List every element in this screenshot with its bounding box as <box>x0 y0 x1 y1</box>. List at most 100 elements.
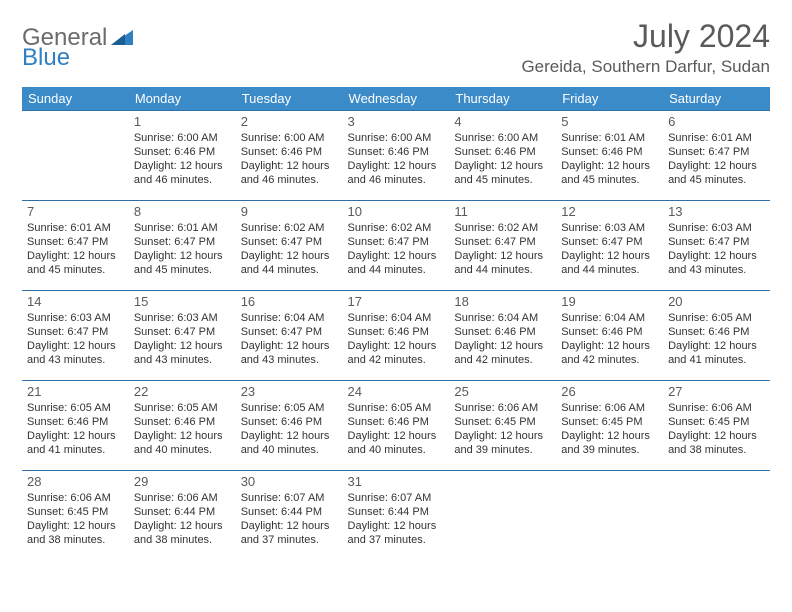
sunset-text: Sunset: 6:47 PM <box>454 236 551 250</box>
sunset-text: Sunset: 6:47 PM <box>134 326 231 340</box>
daylight-text: Daylight: 12 hours and 38 minutes. <box>668 430 765 458</box>
sunrise-text: Sunrise: 6:02 AM <box>241 222 338 236</box>
day-number: 22 <box>134 384 231 400</box>
sunrise-text: Sunrise: 6:05 AM <box>348 402 445 416</box>
calendar-cell: 4Sunrise: 6:00 AMSunset: 6:46 PMDaylight… <box>449 111 556 201</box>
sunrise-text: Sunrise: 6:01 AM <box>27 222 124 236</box>
title-block: July 2024 Gereida, Southern Darfur, Suda… <box>521 18 770 77</box>
calendar-cell: 27 Sunrise: 6:06 AMSunset: 6:45 PMDayligh… <box>663 381 770 471</box>
calendar-cell <box>22 111 129 201</box>
daylight-text: Daylight: 12 hours and 39 minutes. <box>561 430 658 458</box>
day-number: 15 <box>134 294 231 310</box>
calendar-cell <box>663 471 770 561</box>
daylight-text: Daylight: 12 hours and 38 minutes. <box>27 520 124 548</box>
sunset-text: Sunset: 6:44 PM <box>134 506 231 520</box>
weekday-tuesday: Tuesday <box>236 87 343 111</box>
calendar-cell: 31Sunrise: 6:07 AMSunset: 6:44 PMDayligh… <box>343 471 450 561</box>
calendar-cell: 25 Sunrise: 6:06 AMSunset: 6:45 PMDayligh… <box>449 381 556 471</box>
calendar-week-row: 21Sunrise: 6:05 AMSunset: 6:46 PMDayligh… <box>22 381 770 471</box>
sunrise-text: Sunrise: 6:04 AM <box>454 312 551 326</box>
day-number: 21 <box>27 384 124 400</box>
daylight-text: Daylight: 12 hours and 38 minutes. <box>134 520 231 548</box>
sunset-text: Sunset: 6:45 PM <box>454 416 551 430</box>
sunset-text: Sunset: 6:47 PM <box>561 236 658 250</box>
calendar-cell: 28Sunrise: 6:06 AMSunset: 6:45 PMDayligh… <box>22 471 129 561</box>
sunset-text: Sunset: 6:46 PM <box>134 416 231 430</box>
calendar-week-row: 7Sunrise: 6:01 AMSunset: 6:47 PMDaylight… <box>22 201 770 291</box>
daylight-text: Daylight: 12 hours and 44 minutes. <box>454 250 551 278</box>
day-number: 30 <box>241 474 338 490</box>
calendar-cell: 11Sunrise: 6:02 AMSunset: 6:47 PMDayligh… <box>449 201 556 291</box>
calendar-cell: 5Sunrise: 6:01 AMSunset: 6:46 PMDaylight… <box>556 111 663 201</box>
sunrise-text: Sunrise: 6:02 AM <box>454 222 551 236</box>
daylight-text: Daylight: 12 hours and 40 minutes. <box>134 430 231 458</box>
day-number: 25 <box>454 384 551 400</box>
daylight-text: Daylight: 12 hours and 37 minutes. <box>348 520 445 548</box>
sunset-text: Sunset: 6:47 PM <box>241 326 338 340</box>
weekday-thursday: Thursday <box>449 87 556 111</box>
sunset-text: Sunset: 6:44 PM <box>348 506 445 520</box>
daylight-text: Daylight: 12 hours and 39 minutes. <box>454 430 551 458</box>
daylight-text: Daylight: 12 hours and 41 minutes. <box>668 340 765 368</box>
brand-part2-wrap: Blue <box>22 44 70 72</box>
sunrise-text: Sunrise: 6:03 AM <box>561 222 658 236</box>
calendar-cell: 18 Sunrise: 6:04 AMSunset: 6:46 PMDayligh… <box>449 291 556 381</box>
sunrise-text: Sunrise: 6:06 AM <box>668 402 765 416</box>
daylight-text: Daylight: 12 hours and 46 minutes. <box>348 160 445 188</box>
daylight-text: Daylight: 12 hours and 43 minutes. <box>241 340 338 368</box>
day-number: 23 <box>241 384 338 400</box>
calendar-table: Sunday Monday Tuesday Wednesday Thursday… <box>22 87 770 561</box>
weekday-wednesday: Wednesday <box>343 87 450 111</box>
calendar-cell: 17Sunrise: 6:04 AMSunset: 6:46 PMDayligh… <box>343 291 450 381</box>
day-number: 24 <box>348 384 445 400</box>
daylight-text: Daylight: 12 hours and 42 minutes. <box>454 340 551 368</box>
sunset-text: Sunset: 6:46 PM <box>561 146 658 160</box>
sunrise-text: Sunrise: 6:05 AM <box>134 402 231 416</box>
calendar-cell: 12Sunrise: 6:03 AMSunset: 6:47 PMDayligh… <box>556 201 663 291</box>
sunrise-text: Sunrise: 6:00 AM <box>454 132 551 146</box>
daylight-text: Daylight: 12 hours and 44 minutes. <box>241 250 338 278</box>
sunset-text: Sunset: 6:44 PM <box>241 506 338 520</box>
sunrise-text: Sunrise: 6:04 AM <box>348 312 445 326</box>
day-number: 27 <box>668 384 765 400</box>
day-number: 20 <box>668 294 765 310</box>
sunset-text: Sunset: 6:45 PM <box>668 416 765 430</box>
calendar-cell: 21Sunrise: 6:05 AMSunset: 6:46 PMDayligh… <box>22 381 129 471</box>
sunset-text: Sunset: 6:45 PM <box>27 506 124 520</box>
sunrise-text: Sunrise: 6:01 AM <box>561 132 658 146</box>
sunset-text: Sunset: 6:46 PM <box>241 146 338 160</box>
sunset-text: Sunset: 6:47 PM <box>27 326 124 340</box>
calendar-cell: 29Sunrise: 6:06 AMSunset: 6:44 PMDayligh… <box>129 471 236 561</box>
sunrise-text: Sunrise: 6:06 AM <box>454 402 551 416</box>
calendar-cell: 14Sunrise: 6:03 AMSunset: 6:47 PMDayligh… <box>22 291 129 381</box>
weekday-sunday: Sunday <box>22 87 129 111</box>
calendar-page: General July 2024 Gereida, Southern Darf… <box>0 0 792 579</box>
daylight-text: Daylight: 12 hours and 46 minutes. <box>241 160 338 188</box>
daylight-text: Daylight: 12 hours and 37 minutes. <box>241 520 338 548</box>
daylight-text: Daylight: 12 hours and 43 minutes. <box>134 340 231 368</box>
calendar-cell: 2Sunrise: 6:00 AMSunset: 6:46 PMDaylight… <box>236 111 343 201</box>
day-number: 19 <box>561 294 658 310</box>
sunrise-text: Sunrise: 6:03 AM <box>27 312 124 326</box>
daylight-text: Daylight: 12 hours and 45 minutes. <box>134 250 231 278</box>
daylight-text: Daylight: 12 hours and 43 minutes. <box>27 340 124 368</box>
calendar-cell: 10Sunrise: 6:02 AMSunset: 6:47 PMDayligh… <box>343 201 450 291</box>
calendar-cell: 8Sunrise: 6:01 AMSunset: 6:47 PMDaylight… <box>129 201 236 291</box>
day-number: 31 <box>348 474 445 490</box>
calendar-week-row: 14Sunrise: 6:03 AMSunset: 6:47 PMDayligh… <box>22 291 770 381</box>
daylight-text: Daylight: 12 hours and 42 minutes. <box>561 340 658 368</box>
sunrise-text: Sunrise: 6:05 AM <box>27 402 124 416</box>
weekday-friday: Friday <box>556 87 663 111</box>
day-number: 9 <box>241 204 338 220</box>
calendar-cell: 16Sunrise: 6:04 AMSunset: 6:47 PMDayligh… <box>236 291 343 381</box>
calendar-body: 1Sunrise: 6:00 AMSunset: 6:46 PMDaylight… <box>22 111 770 561</box>
day-number: 1 <box>134 114 231 130</box>
sunset-text: Sunset: 6:46 PM <box>348 326 445 340</box>
sunset-text: Sunset: 6:46 PM <box>454 326 551 340</box>
calendar-cell: 3Sunrise: 6:00 AMSunset: 6:46 PMDaylight… <box>343 111 450 201</box>
calendar-cell: 9Sunrise: 6:02 AMSunset: 6:47 PMDaylight… <box>236 201 343 291</box>
sunset-text: Sunset: 6:47 PM <box>134 236 231 250</box>
daylight-text: Daylight: 12 hours and 46 minutes. <box>134 160 231 188</box>
calendar-cell: 15Sunrise: 6:03 AMSunset: 6:47 PMDayligh… <box>129 291 236 381</box>
day-number: 18 <box>454 294 551 310</box>
